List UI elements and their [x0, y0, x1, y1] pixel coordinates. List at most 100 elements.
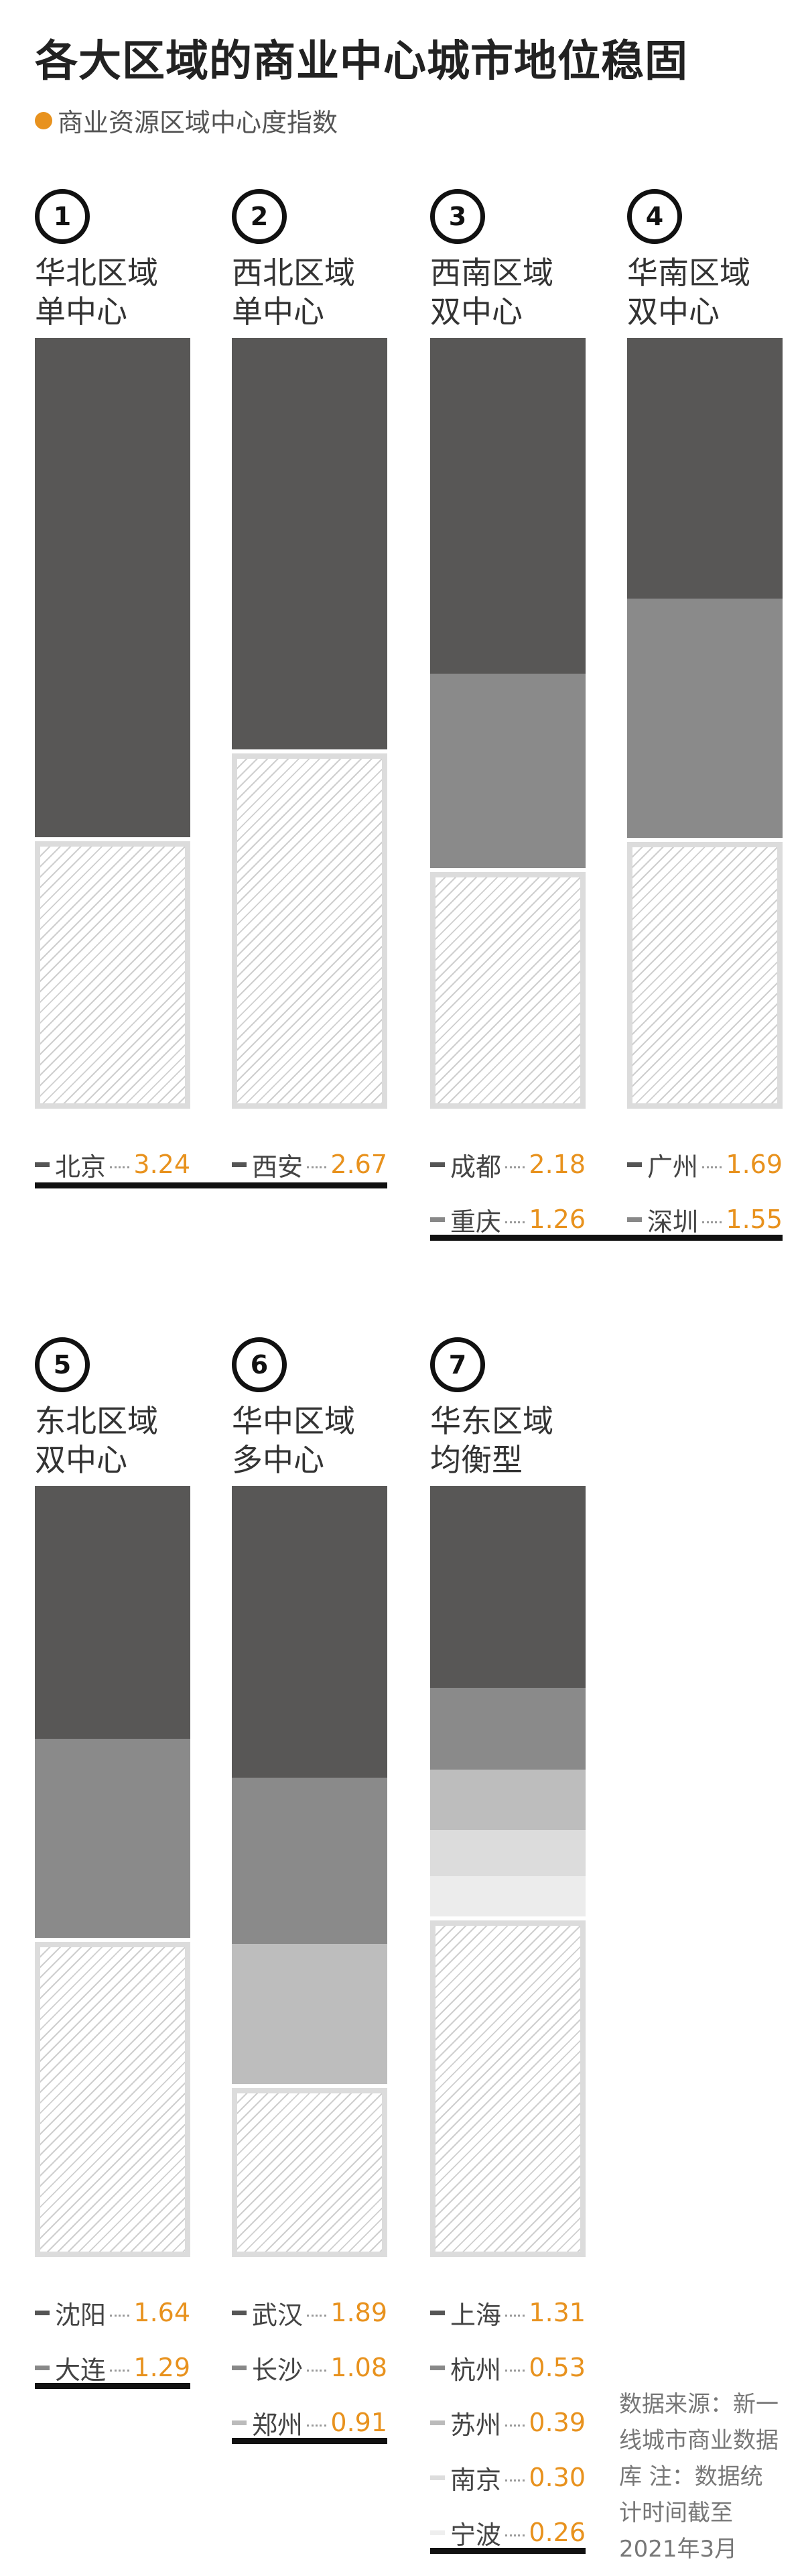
series-dash-icon [232, 2420, 247, 2425]
region-number-badge: 4 [627, 189, 682, 244]
region-name: 西南区域 双中心 [430, 253, 553, 331]
region-type-label: 单中心 [35, 294, 127, 330]
region-type-label: 均衡型 [430, 1442, 523, 1478]
city-row: 重庆 1.26 [430, 1204, 586, 1237]
source-note: 数据来源：新一线城市商业数据库 注：数据统计时间截至2021年3月 [619, 2391, 779, 2563]
city-value: 0.30 [529, 2463, 586, 2492]
series-dash-icon [35, 2365, 50, 2370]
bar-segment [430, 1876, 586, 1916]
city-value: 1.08 [330, 2353, 387, 2382]
leader-dots [110, 1166, 130, 1168]
bar-remainder [232, 2088, 387, 2257]
bar-segment [35, 1739, 190, 1938]
city-name: 重庆 [450, 1207, 502, 1237]
bar-segment [627, 599, 783, 838]
bar-segment [232, 1486, 387, 1778]
city-name: 杭州 [450, 2355, 502, 2385]
city-name: 深圳 [647, 1207, 699, 1237]
stacked-bar [35, 338, 190, 1109]
leader-dots [505, 2424, 525, 2427]
city-value: 2.67 [330, 1150, 387, 1179]
region-type-label: 单中心 [232, 294, 324, 330]
city-value: 1.69 [726, 1150, 783, 1179]
city-row: 深圳 1.55 [627, 1204, 783, 1237]
bar-remainder [430, 1920, 586, 2257]
stacked-bar [232, 1486, 387, 2257]
city-value: 1.26 [529, 1205, 586, 1234]
stacked-bar [430, 338, 586, 1109]
city-value: 0.91 [330, 2408, 387, 2437]
city-value: 1.89 [330, 2298, 387, 2327]
bar-remainder [232, 753, 387, 1109]
region-name: 西北区域 单中心 [232, 253, 355, 331]
leader-dots [702, 1221, 722, 1223]
stacked-bar [430, 1486, 586, 2257]
city-row: 苏州 0.39 [430, 2407, 586, 2440]
leader-dots [110, 2314, 130, 2317]
region-name: 华北区域 单中心 [35, 253, 158, 331]
bar-segment [430, 674, 586, 868]
leader-dots [307, 2369, 327, 2372]
city-name: 郑州 [252, 2410, 304, 2440]
city-row: 武汉 1.89 [232, 2297, 387, 2330]
city-value: 3.24 [133, 1150, 190, 1179]
region-name: 华东区域 均衡型 [430, 1402, 553, 1479]
city-row: 宁波 0.26 [430, 2517, 586, 2550]
series-dash-icon [430, 2310, 445, 2315]
city-row: 上海 1.31 [430, 2297, 586, 2330]
city-value: 0.26 [529, 2518, 586, 2547]
bar-segment [430, 1486, 586, 1688]
city-row: 杭州 0.53 [430, 2352, 586, 2385]
legend-label: 商业资源区域中心度指数 [58, 108, 338, 137]
stacked-bar [627, 338, 783, 1109]
region-type-label: 双中心 [430, 294, 523, 330]
bar-segment [232, 1778, 387, 1944]
series-dash-icon [430, 2420, 445, 2425]
bar-remainder [430, 872, 586, 1109]
city-row: 郑州 0.91 [232, 2407, 387, 2440]
city-name: 长沙 [252, 2355, 304, 2385]
city-row: 长沙 1.08 [232, 2352, 387, 2385]
city-name: 西安 [252, 1152, 304, 1182]
group-rule [430, 2548, 586, 2554]
city-row: 沈阳 1.64 [35, 2297, 190, 2330]
region-label: 西南区域 [430, 255, 553, 291]
bar-segment [35, 1486, 190, 1739]
bar-segment [627, 338, 783, 599]
series-dash-icon [232, 1162, 247, 1167]
series-dash-icon [430, 1162, 445, 1167]
region-name: 东北区域 双中心 [35, 1402, 158, 1479]
series-dash-icon [430, 2475, 445, 2480]
region-label: 西北区域 [232, 255, 355, 291]
city-name: 广州 [647, 1152, 699, 1182]
series-dash-icon [232, 2310, 247, 2315]
city-name: 上海 [450, 2300, 502, 2330]
region-number-badge: 7 [430, 1337, 485, 1392]
bar-segment [232, 1944, 387, 2084]
region-number-badge: 2 [232, 189, 287, 244]
city-row: 西安 2.67 [232, 1149, 387, 1182]
series-dash-icon [627, 1162, 642, 1167]
city-name: 苏州 [450, 2410, 502, 2440]
region-name: 华中区域 多中心 [232, 1402, 355, 1479]
city-value: 1.64 [133, 2298, 190, 2327]
city-row: 成都 2.18 [430, 1149, 586, 1182]
city-name: 武汉 [252, 2300, 304, 2330]
leader-dots [505, 2369, 525, 2372]
leader-dots [702, 1166, 722, 1168]
leader-dots [110, 2369, 130, 2372]
bar-segment [430, 338, 586, 674]
chart-title: 各大区域的商业中心城市地位稳固 [35, 37, 688, 86]
bar-segment [430, 1830, 586, 1876]
leader-dots [307, 2314, 327, 2317]
region-number-badge: 6 [232, 1337, 287, 1392]
leader-dots [505, 2314, 525, 2317]
bar-segment [35, 338, 190, 837]
series-dash-icon [232, 2365, 247, 2370]
city-value: 1.55 [726, 1205, 783, 1234]
region-type-label: 多中心 [232, 1442, 324, 1478]
city-row: 南京 0.30 [430, 2462, 586, 2495]
region-label: 华东区域 [430, 1403, 553, 1439]
region-label: 东北区域 [35, 1403, 158, 1439]
city-name: 成都 [450, 1152, 502, 1182]
